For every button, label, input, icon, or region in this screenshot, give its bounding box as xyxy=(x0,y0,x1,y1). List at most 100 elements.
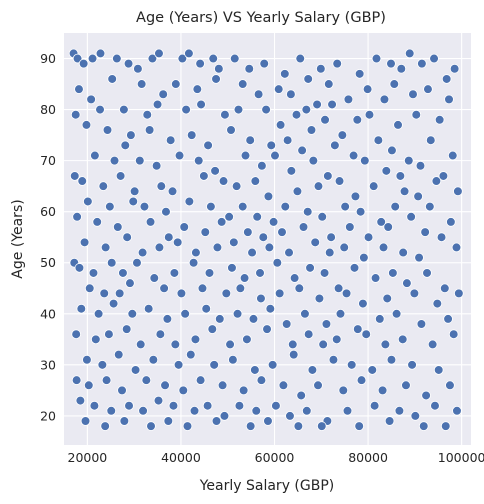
scatter-point xyxy=(451,242,462,253)
scatter-point xyxy=(429,53,439,64)
scatter-point xyxy=(210,166,220,176)
scatter-point xyxy=(352,114,363,125)
scatter-point xyxy=(125,278,135,288)
scatter-point xyxy=(121,324,132,334)
scatter-point xyxy=(295,53,306,64)
x-tick-label: 40000 xyxy=(161,450,201,465)
scatter-point xyxy=(208,53,219,64)
scatter-point xyxy=(77,176,88,186)
scatter-point xyxy=(337,130,348,140)
scatter-point xyxy=(381,166,392,176)
scatter-point xyxy=(163,416,174,426)
scatter-point xyxy=(302,206,313,217)
scatter-point xyxy=(245,135,255,146)
y-tick-label: 30 xyxy=(40,357,56,372)
scatter-point xyxy=(257,160,267,171)
scatter-point xyxy=(281,319,292,329)
scatter-point xyxy=(343,94,354,105)
scatter-point xyxy=(209,360,219,370)
scatter-point xyxy=(93,308,104,319)
scatter-point xyxy=(454,288,464,299)
scatter-point xyxy=(70,109,81,120)
scatter-point xyxy=(119,104,129,115)
scatter-point xyxy=(90,150,100,161)
scatter-point xyxy=(168,400,179,411)
scatter-point xyxy=(306,125,317,135)
scatter-point xyxy=(88,268,99,278)
scatter-point xyxy=(78,58,89,69)
scatter-point xyxy=(410,411,421,421)
scatter-point xyxy=(79,237,90,248)
scatter-point xyxy=(149,273,160,283)
scatter-point xyxy=(251,405,262,416)
scatter-point xyxy=(113,222,123,232)
scatter-point xyxy=(331,334,342,345)
x-tick-label: 60000 xyxy=(255,450,295,465)
scatter-point xyxy=(91,334,101,345)
x-tick-label: 20000 xyxy=(68,450,108,465)
scatter-point xyxy=(237,79,248,89)
scatter-point xyxy=(362,84,373,94)
scatter-point xyxy=(248,314,259,324)
scatter-point xyxy=(137,247,148,258)
scatter-point xyxy=(176,288,187,299)
scatter-point xyxy=(184,196,195,207)
scatter-point xyxy=(141,375,152,385)
scatter-point xyxy=(139,201,150,212)
scatter-point xyxy=(226,125,236,135)
scatter-point xyxy=(263,191,274,202)
scatter-point xyxy=(114,288,125,299)
scatter-point xyxy=(207,324,218,334)
scatter-point xyxy=(109,155,120,166)
scatter-point xyxy=(224,211,234,222)
scatter-point xyxy=(129,186,140,197)
scatter-point xyxy=(278,380,289,391)
scatter-point xyxy=(397,334,408,345)
scatter-point xyxy=(280,69,290,79)
scatter-point xyxy=(80,416,91,426)
scatter-point xyxy=(138,405,148,416)
x-tick-label: 100000 xyxy=(438,450,484,465)
scatter-point xyxy=(313,380,323,391)
scatter-point xyxy=(354,69,365,79)
scatter-point xyxy=(196,99,206,110)
scatter-point xyxy=(277,227,287,237)
scatter-point xyxy=(204,268,215,278)
scatter-point xyxy=(323,171,333,181)
scatter-point xyxy=(154,48,164,59)
scatter-point xyxy=(231,181,242,191)
scatter-point xyxy=(342,405,353,416)
scatter-point xyxy=(323,79,334,89)
scatter-point xyxy=(235,283,246,294)
scatter-point xyxy=(339,242,350,253)
scatter-point xyxy=(100,421,110,431)
scatter-point xyxy=(153,395,164,406)
scatter-point xyxy=(369,400,380,411)
scatter-point xyxy=(368,181,379,191)
scatter-point xyxy=(253,89,264,100)
scatter-point xyxy=(364,109,375,120)
scatter-point xyxy=(441,74,452,84)
scatter-point xyxy=(425,135,436,146)
scatter-point xyxy=(288,349,299,360)
scatter-point xyxy=(189,405,200,416)
scatter-point xyxy=(243,227,253,237)
scatter-point xyxy=(398,247,408,258)
scatter-point xyxy=(411,109,422,120)
scatter-point xyxy=(371,53,382,64)
scatter-point xyxy=(124,400,134,411)
scatter-point xyxy=(199,171,209,181)
y-tick-label: 40 xyxy=(40,306,56,321)
scatter-point xyxy=(163,232,174,243)
scatter-point xyxy=(104,329,114,340)
scatter-point xyxy=(258,232,269,243)
scatter-point xyxy=(406,211,416,222)
scatter-point xyxy=(272,257,283,268)
scatter-point xyxy=(190,334,201,345)
scatter-point xyxy=(449,63,460,74)
scatter-point xyxy=(417,58,427,69)
scatter-point xyxy=(156,181,167,191)
scatter-point xyxy=(308,155,319,166)
scatter-point xyxy=(452,405,462,416)
scatter-point xyxy=(361,329,372,340)
